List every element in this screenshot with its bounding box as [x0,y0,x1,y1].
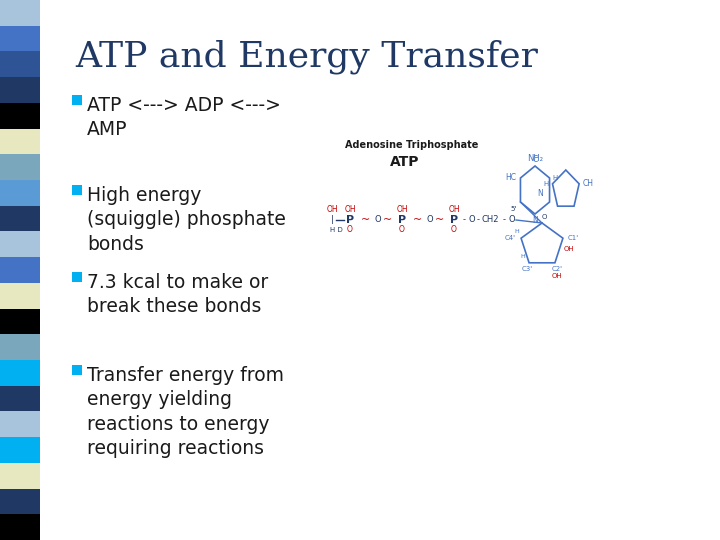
Text: OH: OH [344,206,356,214]
Text: O: O [469,215,475,225]
Text: ATP <---> ADP <--->
AMP: ATP <---> ADP <---> AMP [87,96,281,139]
Text: ~: ~ [436,215,445,225]
Text: ~: ~ [383,215,392,225]
Text: OH: OH [552,273,562,279]
Text: ATP and Energy Transfer: ATP and Energy Transfer [75,40,538,75]
Bar [72,365,82,375]
Text: C4': C4' [505,235,516,241]
Text: C3': C3' [521,266,533,272]
Text: N: N [532,216,538,225]
Text: Adenosine Triphosphate: Adenosine Triphosphate [345,140,478,150]
Text: C2': C2' [552,266,562,272]
Text: H: H [543,181,549,187]
Text: ~: ~ [413,215,423,225]
Text: O: O [451,226,457,234]
Text: O: O [509,215,516,225]
Text: P: P [346,215,354,225]
Text: O: O [374,215,382,225]
Text: OH: OH [396,206,408,214]
Text: 7.3 kcal to make or
break these bonds: 7.3 kcal to make or break these bonds [87,273,269,316]
Text: OH: OH [564,246,575,252]
Text: H: H [514,229,519,234]
Text: P: P [398,215,406,225]
Text: -: - [462,215,466,225]
Text: HC: HC [505,173,516,183]
Text: -: - [503,215,505,225]
Text: CH2: CH2 [481,215,499,225]
Bar [72,185,82,195]
Text: ATP: ATP [390,155,420,169]
Text: |: | [330,215,333,225]
Text: O: O [347,226,353,234]
Text: OH: OH [448,206,460,214]
Text: High energy
(squiggle) phosphate
bonds: High energy (squiggle) phosphate bonds [87,186,286,253]
Text: C: C [532,155,538,164]
Text: O: O [399,226,405,234]
Text: C1': C1' [568,235,579,241]
Text: H: H [552,175,558,181]
Text: NH₂: NH₂ [527,154,543,163]
Bar [72,272,82,282]
Text: H D: H D [330,227,343,233]
Text: N: N [537,190,543,199]
Text: ~: ~ [361,215,371,225]
Text: O: O [541,214,546,220]
Text: P: P [450,215,458,225]
Text: H: H [521,254,525,259]
Text: -: - [477,215,480,225]
Text: 5': 5' [511,206,517,212]
Text: Transfer energy from
energy yielding
reactions to energy
requiring reactions: Transfer energy from energy yielding rea… [87,366,284,458]
Text: OH: OH [326,206,338,214]
Text: O: O [427,215,433,225]
Bar [72,95,82,105]
Text: CH: CH [583,179,594,188]
